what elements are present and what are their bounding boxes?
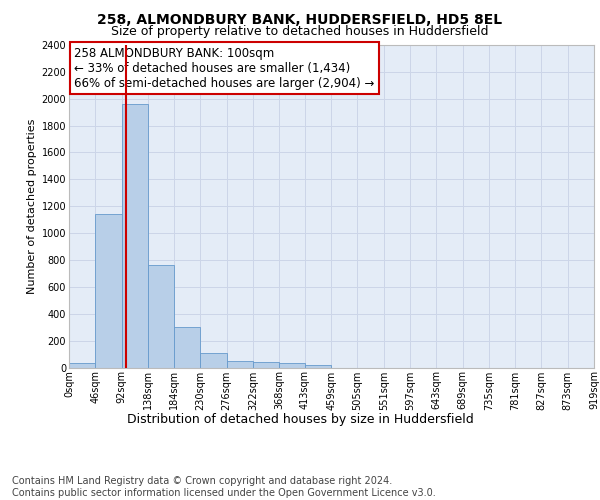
Bar: [148, 266, 174, 368]
Text: Distribution of detached houses by size in Huddersfield: Distribution of detached houses by size …: [127, 412, 473, 426]
Bar: [227, 361, 253, 368]
Y-axis label: Number of detached properties: Number of detached properties: [28, 118, 37, 294]
Text: Size of property relative to detached houses in Huddersfield: Size of property relative to detached ho…: [111, 25, 489, 38]
Bar: [305, 365, 331, 368]
Bar: [174, 327, 200, 368]
Bar: [95, 214, 122, 368]
Bar: [253, 362, 279, 368]
Bar: [122, 104, 148, 368]
Bar: [200, 354, 227, 368]
Text: 258 ALMONDBURY BANK: 100sqm
← 33% of detached houses are smaller (1,434)
66% of : 258 ALMONDBURY BANK: 100sqm ← 33% of det…: [74, 46, 374, 90]
Text: Contains HM Land Registry data © Crown copyright and database right 2024.
Contai: Contains HM Land Registry data © Crown c…: [12, 476, 436, 498]
Text: 258, ALMONDBURY BANK, HUDDERSFIELD, HD5 8EL: 258, ALMONDBURY BANK, HUDDERSFIELD, HD5 …: [97, 12, 503, 26]
Bar: [279, 364, 305, 368]
Bar: [69, 364, 95, 368]
